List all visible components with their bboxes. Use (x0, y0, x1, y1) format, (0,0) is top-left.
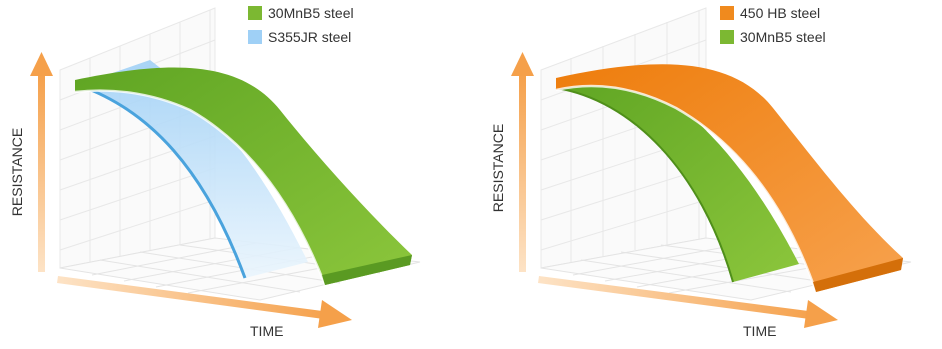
y-axis-arrow (511, 52, 534, 272)
series-30mnb5-side (322, 255, 412, 285)
chart-right: RESISTANCE TIME 450 HB steel 30MnB5 stee… (471, 0, 942, 344)
series-450hb-front-edge (555, 84, 818, 293)
legend-swatch-30mnb5 (248, 6, 262, 20)
legend-label-s355jr: S355JR steel (268, 29, 351, 45)
legend-swatch-30mnb5 (720, 30, 734, 44)
legend-swatch-s355jr (248, 30, 262, 44)
y-axis-label: RESISTANCE (9, 128, 25, 216)
y-axis-arrow (30, 52, 53, 272)
series-s355jr-edge (77, 83, 247, 279)
legend-label-450hb: 450 HB steel (740, 5, 820, 21)
series-450hb-side (813, 258, 903, 292)
chart-left-svg: RESISTANCE TIME 30MnB5 steel S355JR stee… (9, 5, 421, 339)
legend-swatch-450hb (720, 6, 734, 20)
series-30mnb5-edge (555, 87, 734, 283)
x-axis-label: TIME (743, 323, 776, 339)
series-450hb-surface (556, 64, 903, 292)
series-30mnb5-surface (556, 80, 799, 282)
chart-right-svg: RESISTANCE TIME 450 HB steel 30MnB5 stee… (490, 5, 912, 339)
series-30mnb5-surface (75, 67, 412, 285)
x-axis-arrow (57, 276, 352, 328)
legend-label-30mnb5: 30MnB5 steel (268, 5, 354, 21)
series-30mnb5-front-edge (74, 89, 327, 286)
x-axis-label: TIME (250, 323, 283, 339)
legend-label-30mnb5: 30MnB5 steel (740, 29, 826, 45)
legend: 450 HB steel 30MnB5 steel (720, 5, 826, 45)
x-axis-arrow (538, 276, 838, 328)
y-axis-label: RESISTANCE (490, 124, 506, 212)
legend: 30MnB5 steel S355JR steel (248, 5, 354, 45)
chart-left: RESISTANCE TIME 30MnB5 steel S355JR stee… (0, 0, 471, 344)
